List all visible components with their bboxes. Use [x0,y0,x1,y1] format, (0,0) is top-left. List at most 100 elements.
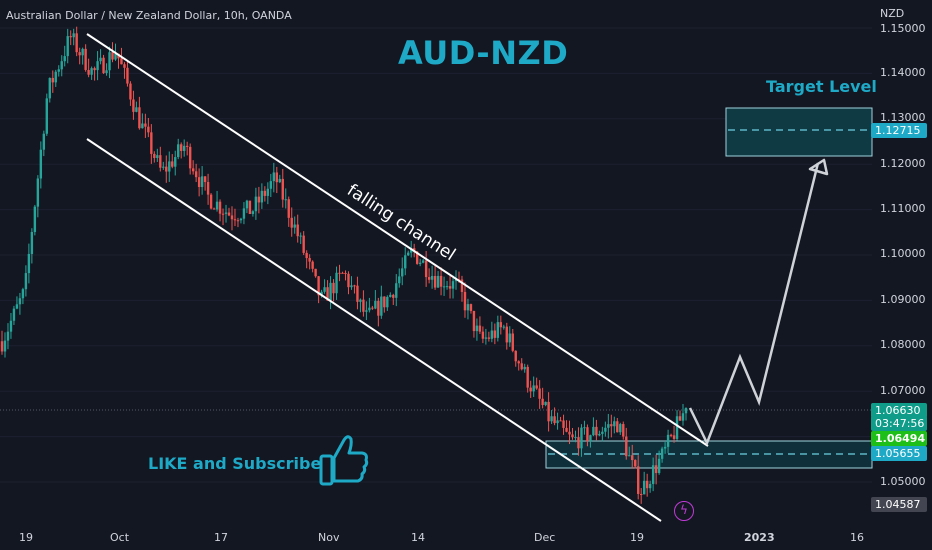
candle-body [9,320,13,332]
candle-body [562,420,565,428]
candle-body [281,178,284,200]
candle-body [197,177,201,187]
candle-body [15,304,19,309]
candle-body [200,176,204,187]
candle-body [0,341,4,352]
candle-body [69,36,72,38]
candle-body [66,36,69,57]
candle-body [374,300,377,309]
candle-body [442,286,446,288]
candle-body [404,255,407,269]
candle-body [651,465,655,484]
candle-body [398,276,401,284]
candle-body [209,194,213,209]
candle-body [153,153,156,158]
price-tick-label: 1.13000 [880,111,926,124]
channel-upper-line [86,33,709,447]
candle-body [60,61,63,70]
candle-body [260,190,264,203]
candle-body [415,251,419,264]
candle-body [666,434,670,447]
candle-body [72,33,75,38]
candle-body [344,272,347,274]
candle-body [39,149,43,179]
candle-body [538,388,541,399]
candle-body [206,182,210,195]
candle-body [335,272,338,294]
candle-body [445,286,449,288]
time-tick-label: Nov [318,531,340,544]
candle-body [188,146,192,169]
candle-body [433,276,437,288]
candle-body [48,77,51,99]
candle-body [574,437,577,439]
thumbs-up-icon [319,435,369,486]
candle-body [568,431,571,435]
candle-body [622,424,625,437]
candle-body [203,176,207,183]
candle-body [284,199,287,201]
candle-body [129,83,132,100]
candle-body [362,299,365,312]
candle-body [475,325,479,332]
candle-body [171,161,174,167]
candle-body [105,70,108,74]
time-tick-label: Dec [534,531,556,544]
candle-body [180,144,183,151]
candle-body [631,455,634,461]
target-level-label: Target Level [766,77,877,96]
candle-body [430,276,434,280]
candle-body [227,212,231,216]
candle-body [323,287,326,292]
candle-body [451,281,455,289]
price-tick-label: 1.11000 [880,202,926,215]
candle-body [583,427,586,429]
last-price-tag: 1.06630 [871,403,927,418]
candle-body [484,337,488,339]
candle-body [6,331,10,341]
candle-body [610,424,613,427]
time-tick-label: 19 [19,531,33,544]
candle-body [311,261,314,269]
candle-body [33,206,37,232]
candle-body [305,252,308,259]
candle-body [511,333,514,351]
symbol-title: Australian Dollar / New Zealand Dollar, … [6,9,292,22]
candle-body [84,48,87,70]
candle-body [302,235,305,253]
candle-body [356,285,359,302]
candle-body [57,69,60,72]
candle-body [490,330,494,339]
candle-body [660,448,664,459]
candle-body [254,196,258,212]
candle-body [410,248,413,253]
candle-body [30,231,34,254]
candle-body [589,435,592,442]
candle-body [616,421,619,433]
candle-body [236,220,240,222]
candle-body [326,287,329,301]
candle-body [439,275,443,287]
price-tick-label: 1.10000 [880,247,926,260]
lightning-icon[interactable]: ϟ [674,501,694,521]
candle-body [625,436,628,457]
candle-body [24,273,28,290]
time-tick-label: 16 [850,531,864,544]
candle-body [639,493,643,495]
candle-body [278,178,281,183]
candle-body [165,166,168,172]
candle-body [463,291,467,311]
candle-body [401,268,404,277]
candle-body [628,455,631,457]
candle-body [177,144,180,158]
candle-body [78,52,81,56]
candle-body [577,437,580,449]
candle-body [619,424,622,433]
candle-body [648,483,652,489]
candle-body [224,212,228,214]
candle-body [150,132,153,154]
candle-body [141,123,144,129]
headline: AUD-NZD [398,34,569,72]
price-tick-label: 1.07000 [880,384,926,397]
